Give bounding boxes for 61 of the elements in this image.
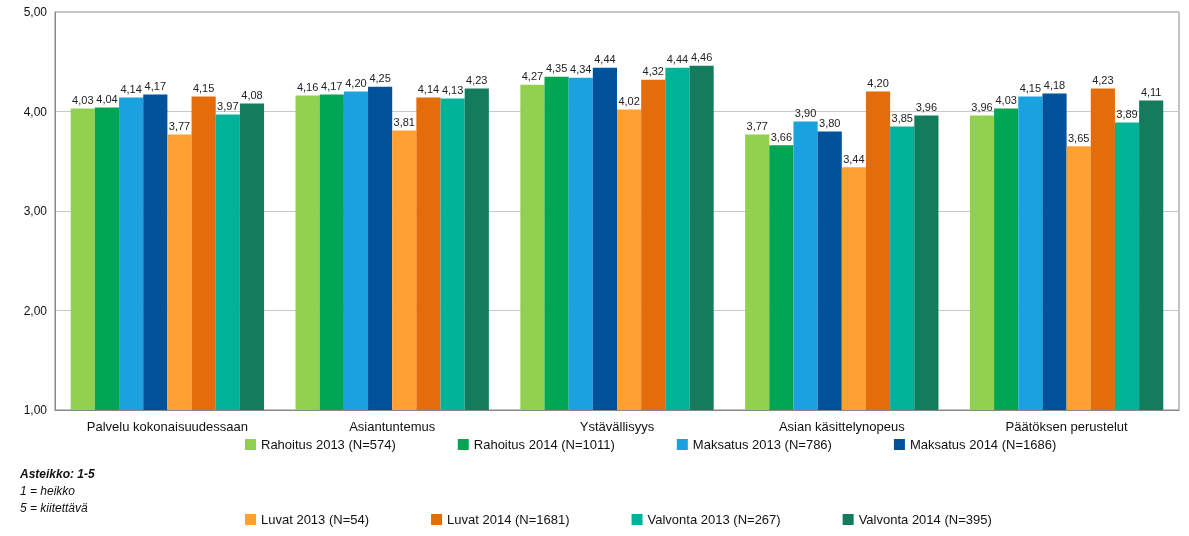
data-label: 3,96 xyxy=(971,100,993,113)
legend-label: Valvonta 2014 (N=395) xyxy=(858,512,992,527)
data-label: 3,85 xyxy=(891,111,913,124)
data-label: 3,77 xyxy=(168,119,191,132)
data-label: 4,44 xyxy=(666,53,689,66)
y-tick-label: 2,00 xyxy=(23,303,48,318)
data-label: 4,03 xyxy=(995,94,1017,107)
data-label: 4,15 xyxy=(1019,82,1042,95)
data-label: 3,77 xyxy=(746,119,768,132)
data-label: 3,65 xyxy=(1067,131,1090,144)
data-label: 4,20 xyxy=(345,77,367,90)
data-label: 3,96 xyxy=(915,100,938,113)
legend-label: Luvat 2013 (N=54) xyxy=(261,512,370,527)
data-label: 3,97 xyxy=(217,99,239,112)
y-tick-label: 1,00 xyxy=(23,403,48,417)
x-tick-label: Palvelu kokonaisuudessaan xyxy=(86,419,248,434)
text: Asteikko: 1-5 xyxy=(19,467,96,481)
legend-label: Luvat 2014 (N=1681) xyxy=(447,512,570,527)
data-label: 4,14 xyxy=(417,83,440,96)
data-label: 4,13 xyxy=(441,84,464,97)
y-tick-label: 5,00 xyxy=(23,5,48,19)
data-label: 4,32 xyxy=(642,65,664,78)
data-label: 4,46 xyxy=(690,51,713,64)
data-label: 3,89 xyxy=(1116,107,1138,120)
data-label: 4,08 xyxy=(241,89,263,102)
data-label: 4,11 xyxy=(1140,86,1162,99)
x-tick-label: Asian käsittelynopeus xyxy=(778,419,906,434)
data-label: 4,20 xyxy=(867,77,889,90)
data-label: 4,23 xyxy=(466,74,488,87)
data-label: 3,81 xyxy=(393,115,415,128)
text: 1 = heikko xyxy=(20,484,76,498)
data-label: 3,66 xyxy=(770,130,793,143)
legend-label: Valvonta 2013 (N=267) xyxy=(647,512,781,527)
data-label: 4,16 xyxy=(296,81,319,94)
text: 5 = kiitettävä xyxy=(20,501,89,515)
y-tick-label: 4,00 xyxy=(23,104,48,119)
data-label: 4,25 xyxy=(369,72,391,85)
data-label: 4,23 xyxy=(1092,74,1114,87)
data-label: 4,34 xyxy=(570,63,592,76)
y-tick-label: 3,00 xyxy=(23,204,48,218)
data-label: 3,80 xyxy=(819,116,841,129)
data-label: 4,44 xyxy=(594,53,616,66)
data-label: 4,17 xyxy=(321,80,343,93)
data-label: 4,27 xyxy=(521,70,544,83)
data-label: 4,17 xyxy=(144,80,167,93)
data-label: 4,14 xyxy=(120,83,142,96)
legend-label: Rahoitus 2014 (N=1011) xyxy=(473,437,615,452)
data-label: 4,04 xyxy=(96,93,118,106)
data-label: 3,44 xyxy=(843,152,865,165)
data-label: 4,02 xyxy=(618,95,640,108)
data-label: 4,03 xyxy=(72,94,94,107)
legend-label: Maksatus 2014 (N=1686) xyxy=(909,437,1057,452)
legend-label: Rahoitus 2013 (N=574) xyxy=(261,437,396,452)
data-label: 4,35 xyxy=(545,62,568,75)
data-label: 4,15 xyxy=(192,82,215,95)
x-tick-label: Ystävällisyys xyxy=(579,419,655,434)
data-label: 4,18 xyxy=(1043,79,1066,92)
legend-label: Maksatus 2013 (N=786) xyxy=(692,437,832,452)
data-label: 3,90 xyxy=(794,106,817,119)
x-tick-label: Päätöksen perustelut xyxy=(1005,419,1129,434)
x-tick-label: Asiantuntemus xyxy=(349,419,436,434)
